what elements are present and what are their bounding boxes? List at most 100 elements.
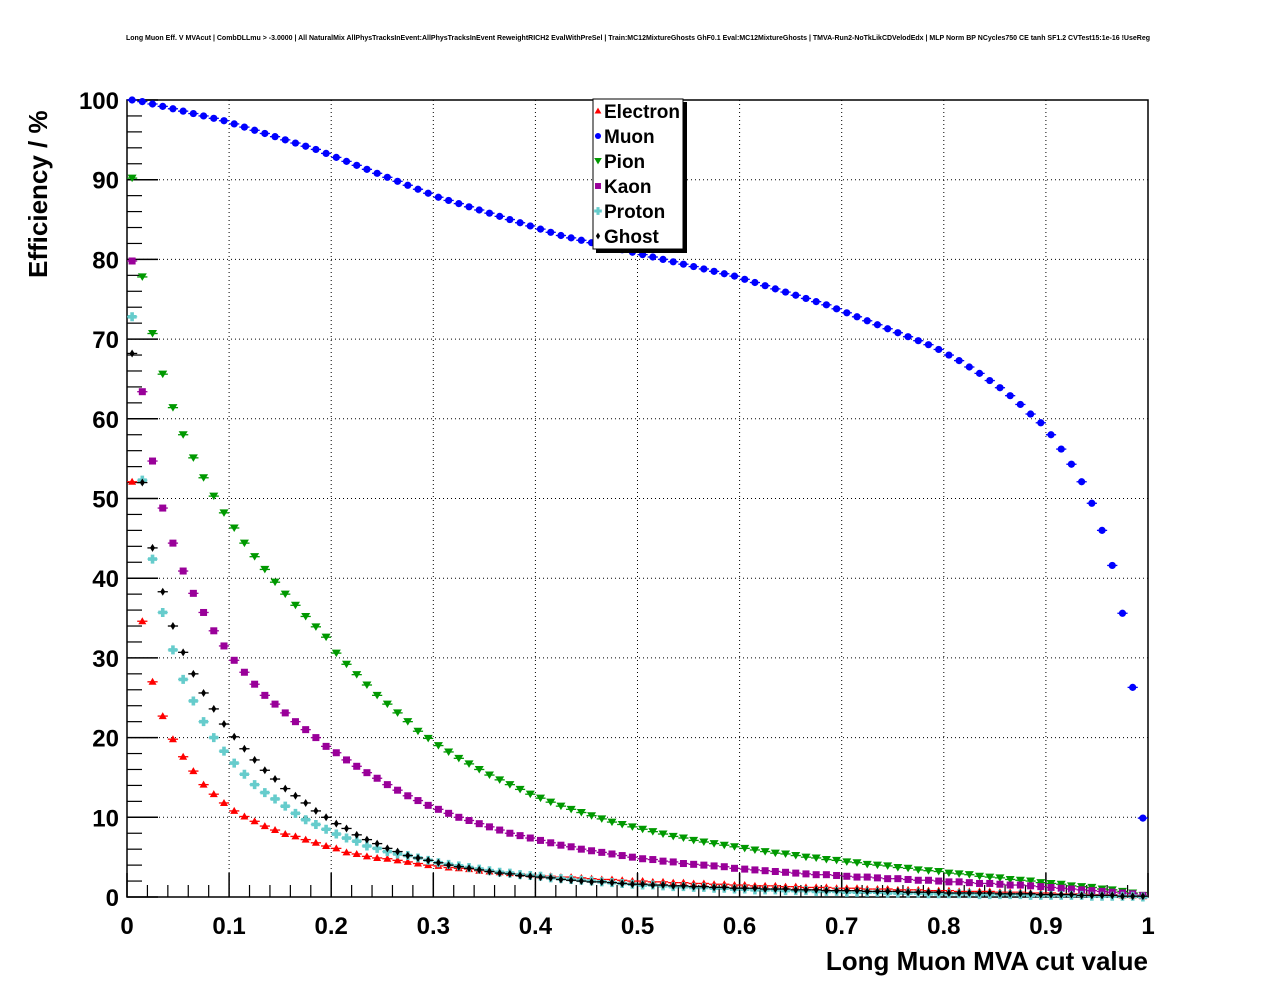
marker-circle [414, 185, 422, 193]
marker-diamond [1017, 889, 1023, 898]
marker-circle [547, 228, 555, 236]
marker-square [1088, 887, 1096, 895]
marker-triangle-down [372, 691, 382, 700]
marker-diamond [1048, 890, 1054, 899]
marker-diamond [1068, 890, 1074, 899]
data-point [382, 854, 393, 862]
legend-label: Kaon [604, 177, 652, 198]
marker-square [618, 852, 626, 860]
marker-triangle-down [709, 840, 719, 848]
data-point [504, 781, 515, 789]
marker-triangle-down [954, 870, 964, 878]
marker-triangle-down [331, 649, 341, 658]
marker-square [761, 867, 769, 875]
marker-circle [710, 267, 718, 275]
marker-circle [594, 132, 602, 140]
data-point [525, 872, 536, 881]
data-point [300, 835, 311, 843]
data-point [188, 454, 199, 462]
marker-triangle-up [352, 849, 361, 857]
data-point [1035, 890, 1046, 899]
y-tick-label: 10 [92, 805, 119, 832]
legend: Electron Muon Pion Kaon Proton Ghost [592, 98, 687, 253]
marker-triangle-down [760, 848, 770, 856]
marker-triangle-down [821, 856, 831, 864]
data-point [545, 839, 556, 847]
marker-triangle-up [168, 735, 177, 743]
data-point [627, 853, 638, 861]
data-point [606, 818, 618, 827]
data-point [647, 856, 658, 864]
marker-cross [362, 841, 372, 851]
data-point [249, 680, 260, 688]
marker-circle [1047, 431, 1055, 439]
marker-triangle-down [658, 830, 668, 839]
marker-triangle-down [352, 671, 362, 679]
data-point [790, 291, 801, 299]
data-point [453, 754, 464, 763]
marker-diamond [711, 883, 717, 892]
marker-square [976, 879, 984, 887]
marker-triangle-down [617, 820, 627, 829]
marker-triangle-down [311, 623, 321, 631]
data-point [157, 102, 168, 110]
marker-circle [138, 97, 146, 106]
x-tick-label: 0 [120, 913, 133, 940]
marker-square [669, 858, 677, 866]
data-point [719, 270, 730, 278]
marker-circle [1129, 683, 1137, 691]
marker-diamond [456, 862, 462, 871]
data-point [239, 744, 250, 753]
data-point [372, 169, 383, 177]
data-point [657, 881, 669, 890]
data-point [423, 801, 434, 809]
data-point [668, 881, 679, 890]
marker-square [169, 539, 177, 547]
marker-cross [280, 801, 290, 811]
marker-triangle-down [321, 633, 331, 642]
data-point [1045, 431, 1057, 439]
data-point [514, 871, 526, 880]
data-point [331, 829, 342, 839]
data-point [320, 841, 332, 849]
data-point [320, 813, 332, 822]
marker-diamond [1079, 891, 1085, 900]
marker-diamond [640, 880, 646, 889]
data-point [269, 578, 281, 587]
marker-diamond [619, 879, 625, 888]
data-point [178, 431, 189, 439]
data-point [229, 656, 240, 664]
marker-circle [434, 193, 443, 201]
data-point [474, 865, 485, 874]
marker-diamond [303, 798, 309, 807]
data-point [188, 589, 199, 597]
marker-diamond [783, 885, 789, 894]
data-point [494, 869, 505, 878]
data-point [984, 879, 995, 887]
marker-circle [506, 215, 514, 224]
data-point [851, 886, 863, 895]
marker-diamond [874, 887, 880, 896]
data-point [320, 633, 332, 642]
marker-triangle-down [209, 492, 219, 501]
marker-square [220, 642, 228, 650]
marker-circle [1026, 410, 1035, 418]
data-point [760, 282, 771, 290]
data-point [310, 145, 321, 154]
marker-triangle-down [668, 832, 678, 841]
y-tick-label: 40 [92, 566, 119, 593]
data-point [188, 669, 199, 678]
marker-square [710, 862, 718, 870]
marker-circle [577, 236, 585, 244]
data-point [208, 733, 219, 743]
data-point [198, 112, 209, 120]
marker-circle [465, 203, 473, 211]
marker-circle [404, 181, 412, 189]
marker-square [595, 183, 601, 189]
marker-diamond [609, 878, 615, 887]
data-point [372, 691, 383, 700]
marker-circle [332, 153, 340, 161]
legend-label: Ghost [604, 227, 660, 248]
marker-diamond [578, 877, 584, 886]
marker-square [1057, 884, 1065, 892]
